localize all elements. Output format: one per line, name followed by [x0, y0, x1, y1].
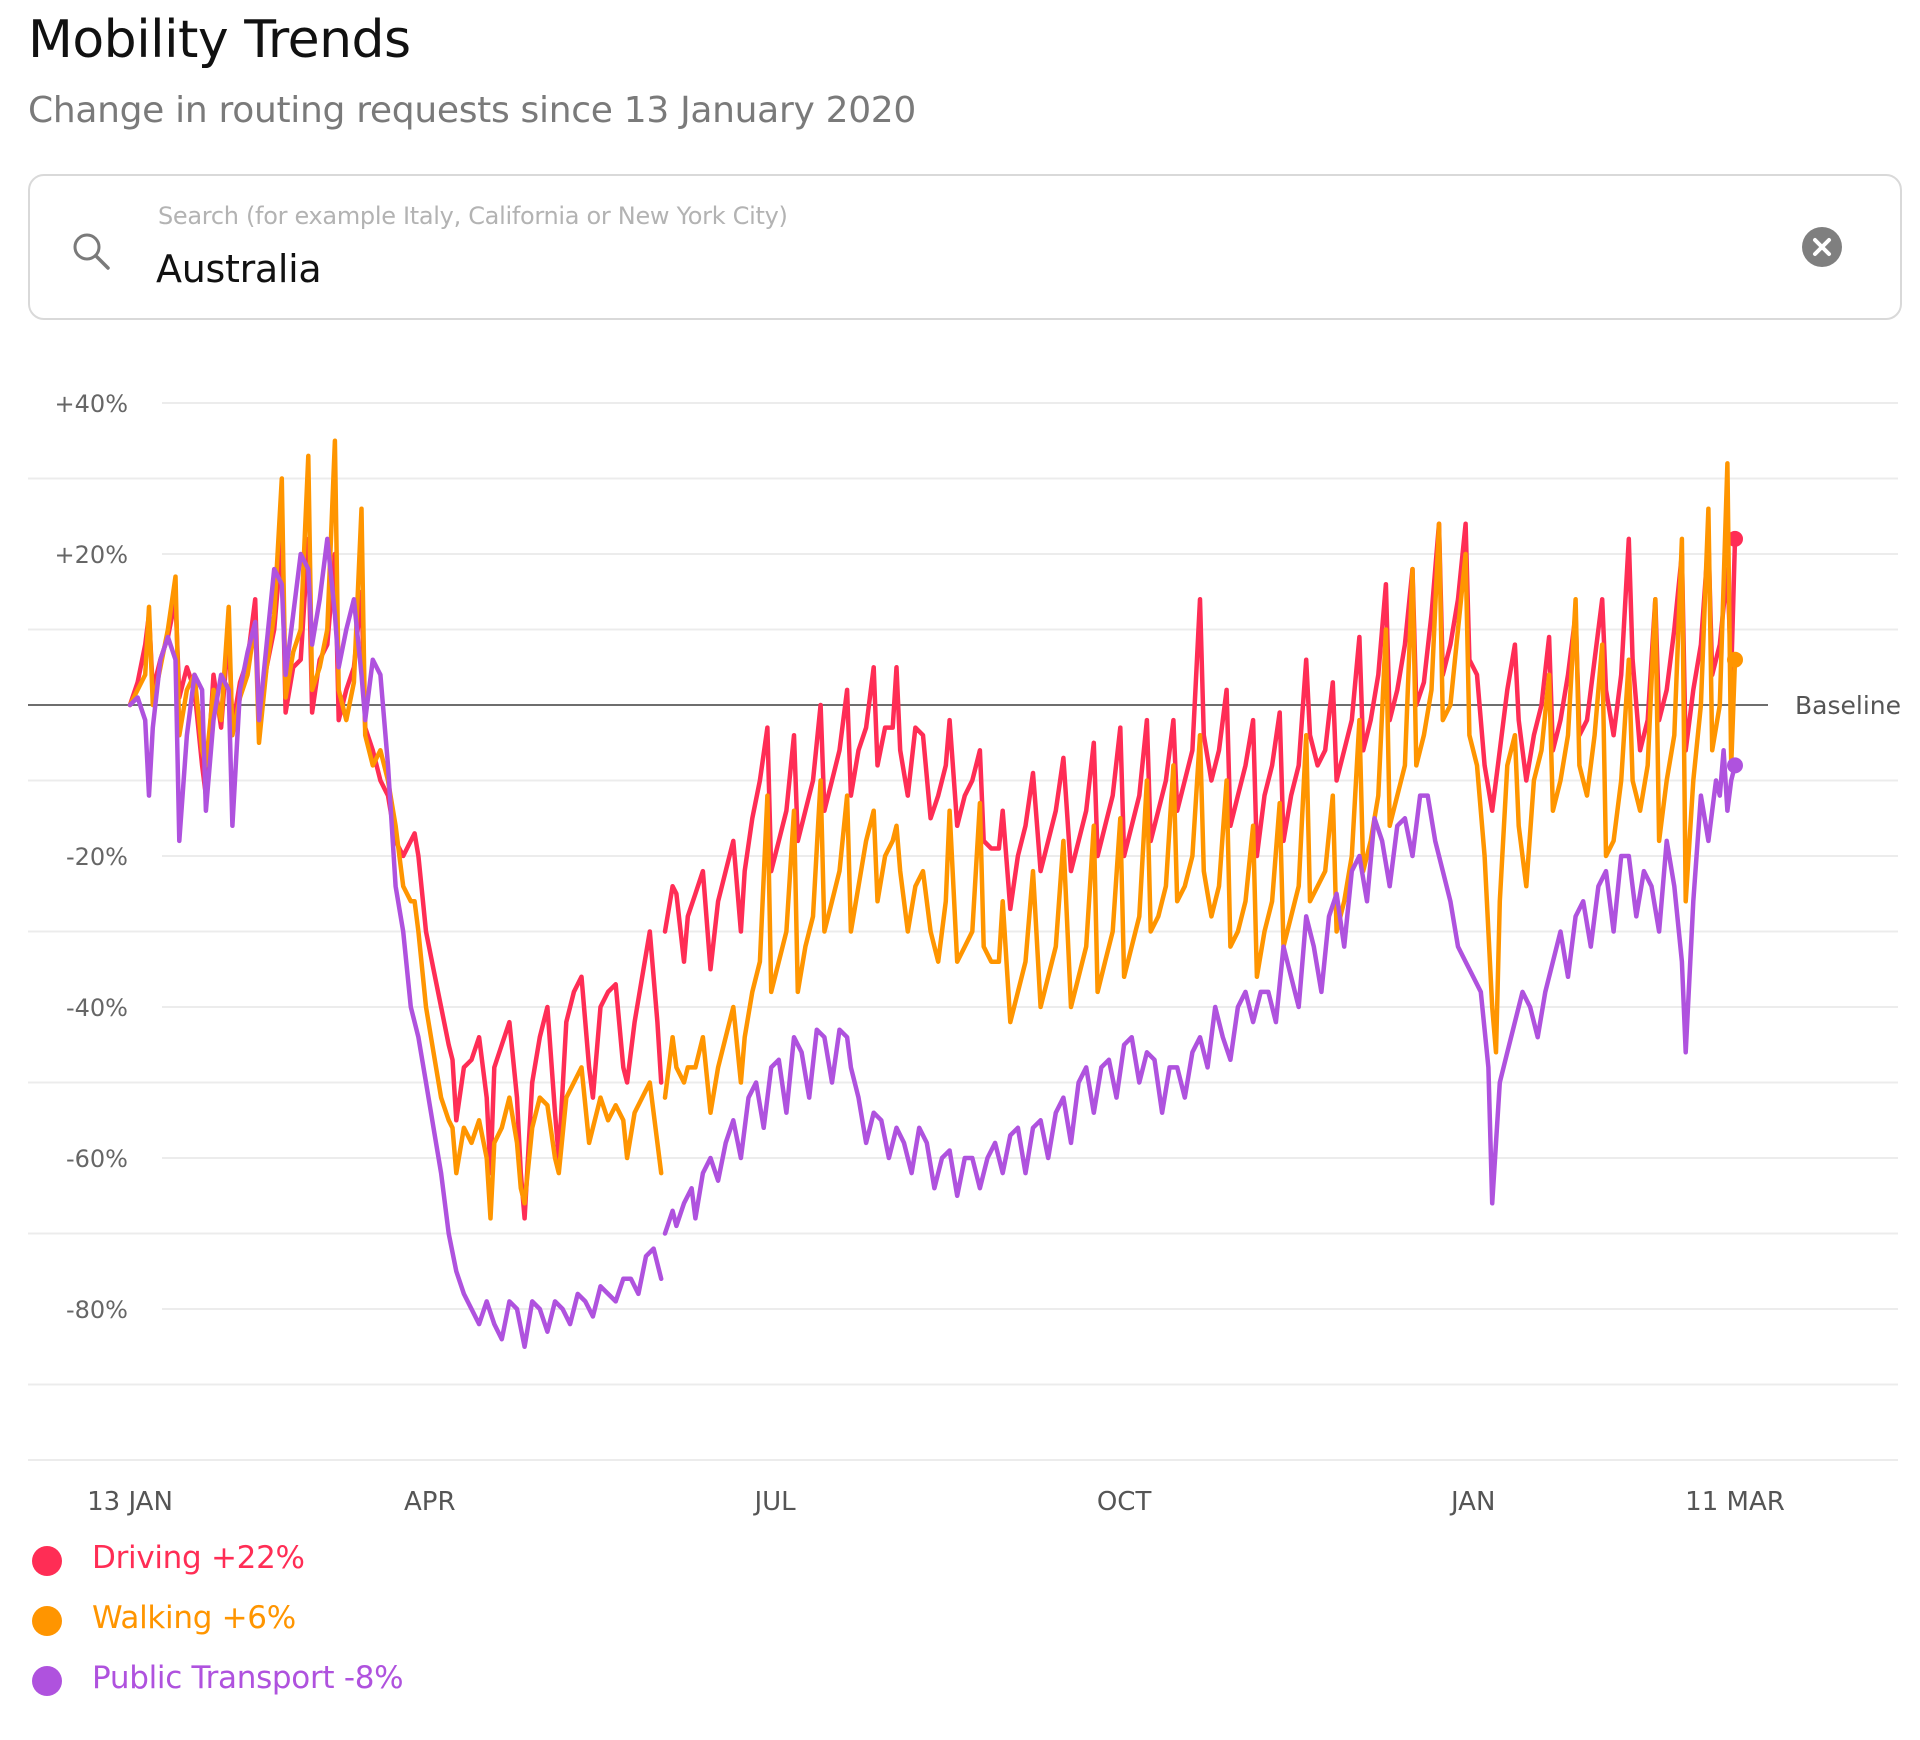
clear-icon — [1813, 238, 1831, 256]
y-tick-label: -20% — [66, 843, 128, 871]
search-label: Search (for example Italy, California or… — [158, 202, 788, 230]
x-tick-label: JAN — [1449, 1487, 1495, 1517]
x-tick-label: 11 MAR — [1685, 1487, 1785, 1517]
legend-label-walking: Walking +6% — [92, 1600, 296, 1636]
series-line-walking — [127, 438, 664, 1221]
mobility-chart: +40% +20% -20% -40% -60% -80% Baseline 13 JAN AP… — [28, 390, 1901, 1517]
search-icon — [70, 230, 114, 274]
search-input[interactable] — [156, 244, 1656, 294]
search-box[interactable]: Search (for example Italy, California or… — [28, 174, 1902, 320]
public-transport-dot-icon — [32, 1666, 62, 1696]
walking-dot-icon — [32, 1606, 62, 1636]
series-line-public-transport — [127, 536, 664, 1350]
legend-label-public-transport: Public Transport -8% — [92, 1660, 404, 1696]
page-subtitle: Change in routing requests since 13 Janu… — [28, 90, 917, 131]
driving-dot-icon — [32, 1546, 62, 1576]
baseline-label: Baseline — [1795, 691, 1901, 720]
legend-label-driving: Driving +22% — [92, 1540, 305, 1576]
x-tick-label: APR — [404, 1487, 456, 1517]
y-tick-label: -40% — [66, 994, 128, 1022]
series-line-walking — [662, 461, 1738, 1115]
series-endpoint-walking — [1727, 651, 1743, 668]
series-endpoint-driving — [1727, 530, 1743, 547]
clear-search-button[interactable] — [1802, 227, 1842, 267]
series-line-public-transport — [662, 748, 1738, 1236]
y-tick-label: +40% — [55, 390, 128, 418]
y-tick-label: +20% — [55, 541, 128, 569]
page-title: Mobility Trends — [28, 10, 411, 70]
x-tick-label: JUL — [752, 1487, 796, 1517]
series-endpoint-public-transport — [1727, 757, 1743, 774]
x-tick-label: 13 JAN — [87, 1487, 173, 1517]
y-tick-label: -60% — [66, 1145, 128, 1173]
x-tick-label: OCT — [1097, 1487, 1152, 1517]
y-tick-label: -80% — [66, 1296, 128, 1324]
series-line-driving — [662, 521, 1738, 972]
